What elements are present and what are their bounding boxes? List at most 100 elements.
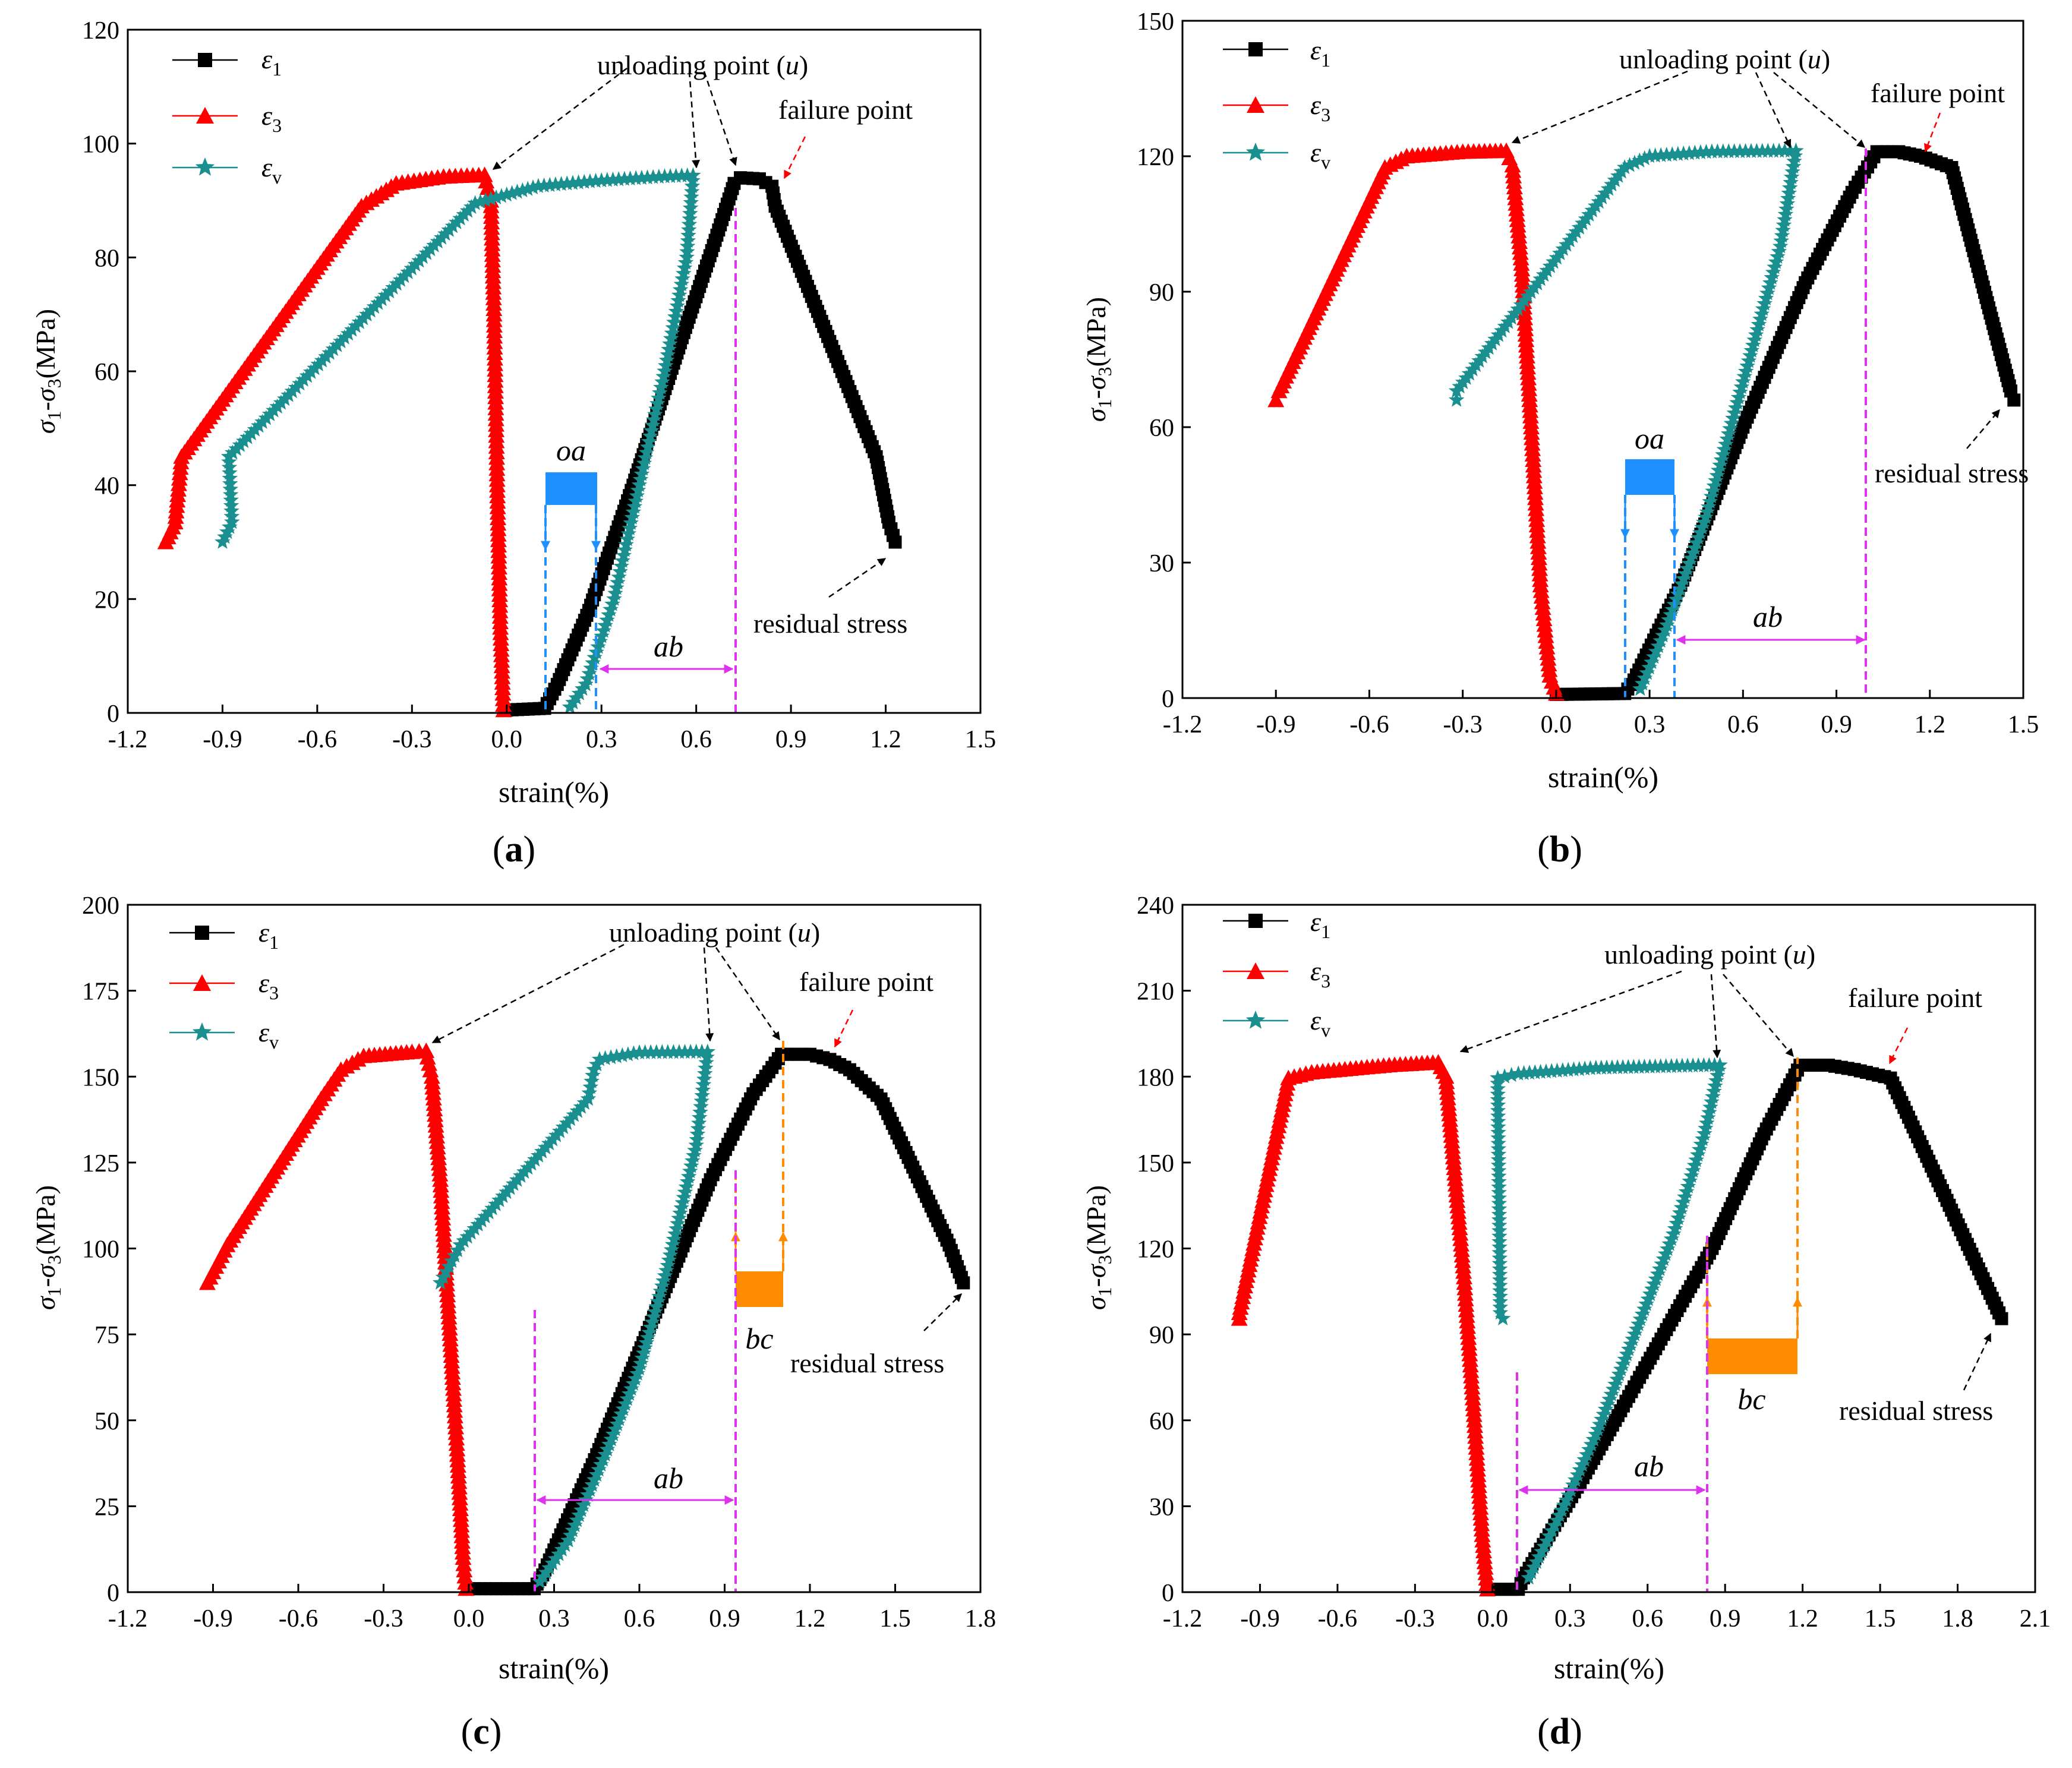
data-point-ev: [1632, 680, 1648, 696]
data-point-ev: [660, 346, 676, 362]
data-point-ev: [1638, 1296, 1654, 1311]
y-tick-label: 150: [82, 1064, 119, 1091]
legend-label-e3: ε3: [1310, 956, 1330, 992]
data-point-ev: [622, 520, 638, 535]
x-tick-label: -0.9: [193, 1605, 233, 1633]
data-point-ev: [1703, 488, 1720, 504]
x-tick-label: -0.6: [279, 1605, 318, 1633]
data-point-ev: [1491, 1244, 1508, 1260]
data-point-ev: [1636, 670, 1653, 686]
data-point-ev: [1582, 1060, 1598, 1075]
data-point-ev: [1491, 1255, 1508, 1271]
unloading-callout-2: [703, 947, 714, 1042]
unloading-callout-3: [1773, 72, 1866, 148]
data-point-ev: [623, 1381, 639, 1396]
legend-label-ev: εv: [1310, 137, 1330, 173]
data-point-ev: [1554, 1062, 1571, 1078]
data-point-ev: [1785, 158, 1802, 174]
data-point-ev: [627, 170, 644, 185]
data-point-ev: [1491, 1233, 1508, 1249]
data-point-ev: [1784, 163, 1800, 179]
x-tick-label: 0.9: [775, 726, 807, 753]
data-point-ev: [1491, 1173, 1507, 1189]
data-point-ev: [530, 178, 547, 193]
data-point-ev: [1670, 146, 1686, 161]
data-point-ev: [1665, 1226, 1682, 1241]
data-point-ev: [1713, 452, 1730, 467]
x-tick-label: -0.9: [203, 726, 242, 753]
y-tick-label: 0: [107, 1580, 119, 1607]
y-tick-label: 60: [1149, 415, 1174, 442]
data-point-ev: [525, 179, 541, 195]
unloading-callout-1: [431, 943, 625, 1044]
data-point-ev: [621, 1385, 638, 1401]
data-point-ev: [1762, 274, 1778, 290]
data-point-ev: [1574, 1456, 1591, 1472]
y-tick-label: 0: [1162, 686, 1174, 713]
data-point-ev: [641, 433, 657, 449]
data-point-ev: [1705, 1088, 1721, 1104]
data-point-ev: [642, 428, 658, 443]
data-point-ev: [1706, 478, 1723, 493]
data-point-ev: [597, 1446, 613, 1461]
data-point-ev: [588, 1466, 605, 1482]
data-point-ev: [652, 384, 668, 400]
data-point-ev: [581, 1085, 598, 1100]
data-point-ev: [1701, 498, 1717, 514]
data-point-ev: [536, 177, 552, 192]
data-point-ev: [1617, 1351, 1633, 1366]
data-point-ev: [603, 1049, 619, 1065]
data-point-ev: [1729, 394, 1745, 410]
data-point-ev: [1622, 157, 1638, 172]
data-point-ev: [654, 1278, 670, 1293]
data-point-ev: [604, 596, 620, 611]
x-tick-label: 0.9: [1821, 711, 1852, 738]
data-point-ev: [657, 1267, 673, 1283]
data-point-ev: [222, 481, 238, 497]
x-tick-label: 1.2: [794, 1605, 826, 1633]
data-point-ev: [1601, 1391, 1617, 1407]
x-tick-label: 1.5: [1865, 1605, 1896, 1633]
data-point-ev: [1491, 1217, 1508, 1233]
data-point-ev: [1677, 1189, 1693, 1204]
x-tick-label: -0.3: [364, 1605, 403, 1633]
data-point-ev: [1490, 1135, 1506, 1151]
data-point-ev: [605, 171, 621, 187]
y-tick-label: 210: [1137, 978, 1174, 1006]
data-point-ev: [1710, 1067, 1726, 1083]
data-point-ev: [1490, 1108, 1506, 1123]
legend-marker-ev: [1245, 1011, 1266, 1029]
panel-d: -1.2 -0.9 -0.6 -0.3 0.0 0.3 0.6 0.9 1.2 1.5 1.8 2.1…: [1081, 892, 2051, 1752]
oa-label: oa: [556, 434, 586, 467]
data-point-ev: [1783, 174, 1799, 190]
legend-marker-e3: [1247, 962, 1264, 979]
data-point-ev: [663, 330, 679, 346]
data-point-ev: [554, 1541, 570, 1557]
failure-point-label: failure point: [799, 967, 933, 997]
data-point-ev: [1644, 653, 1660, 670]
data-point-ev: [1534, 1543, 1550, 1559]
legend-marker-ev: [192, 1022, 212, 1041]
data-point-ev: [1588, 1426, 1604, 1442]
legend-label-e1: ε1: [1310, 35, 1330, 71]
data-point-ev: [1491, 1228, 1508, 1243]
data-point-ev: [674, 270, 690, 286]
data-point-ev: [222, 465, 238, 480]
data-point-ev: [1758, 290, 1774, 305]
data-point-ev: [1658, 146, 1674, 162]
data-point-ev: [1718, 436, 1734, 452]
data-point-ev: [1490, 1069, 1506, 1085]
unloading-callout-2: [688, 71, 701, 169]
data-point-ev: [509, 184, 525, 199]
data-point-ev: [1615, 1356, 1631, 1372]
unloading-callout-3: [703, 71, 737, 166]
failure-point-label: failure point: [1871, 78, 2005, 108]
data-point-ev: [614, 552, 630, 568]
data-point-ev: [1490, 1075, 1506, 1091]
data-point-ev: [597, 1050, 613, 1065]
unloading-point-label: unloading point (u): [609, 917, 820, 948]
data-point-ev: [551, 1546, 567, 1561]
data-point-ev: [1491, 1239, 1508, 1254]
x-tick-label: 1.8: [1942, 1605, 1973, 1633]
data-point-ev: [645, 169, 661, 184]
